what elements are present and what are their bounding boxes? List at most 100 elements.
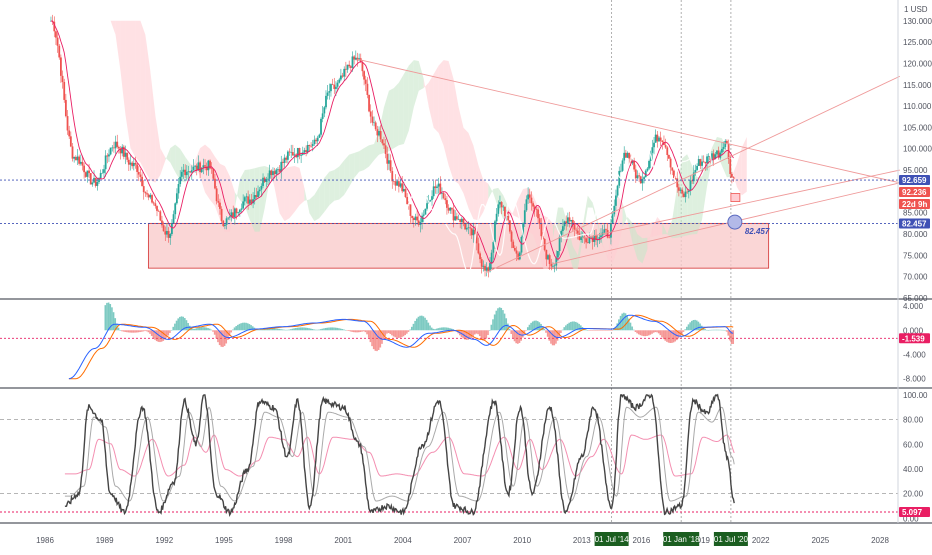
- candle-body: [346, 64, 349, 70]
- cloud-segment: [393, 82, 399, 149]
- macd-histogram-bar: [604, 330, 607, 331]
- candle-body: [515, 250, 518, 254]
- cloud-segment: [314, 186, 320, 222]
- candle-body: [258, 189, 261, 192]
- macd-histogram-bar: [187, 323, 189, 331]
- candle-body: [424, 208, 427, 215]
- macd-histogram-bar: [588, 330, 590, 331]
- cloud-segment: [438, 60, 444, 146]
- macd-histogram-bar: [651, 330, 653, 334]
- candle-body: [354, 57, 357, 60]
- macd-histogram-bar: [404, 330, 406, 336]
- cloud-segment: [239, 170, 245, 207]
- macd-histogram-bar: [584, 329, 587, 331]
- macd-histogram-bar: [222, 330, 224, 348]
- macd-histogram-bar: [152, 330, 155, 339]
- cloud-segment: [299, 167, 305, 206]
- trend-line-3[interactable]: [581, 169, 900, 239]
- candle-body: [78, 156, 81, 164]
- macd-histogram-bar: [613, 329, 615, 331]
- cloud-segment: [383, 90, 389, 153]
- macd-histogram-bar: [227, 330, 229, 340]
- macd-histogram-bar: [223, 330, 226, 346]
- trend-line-0[interactable]: [357, 58, 900, 184]
- macd-histogram-bar: [507, 323, 509, 331]
- macd-histogram-bar: [362, 330, 365, 332]
- macd-histogram-bar: [715, 329, 718, 331]
- price-tag-text: 92.236: [902, 188, 927, 197]
- macd-histogram-bar: [522, 330, 524, 338]
- candle-body: [247, 196, 250, 204]
- candle-body: [565, 221, 568, 223]
- candle-body: [260, 185, 263, 190]
- candle-body: [318, 134, 321, 138]
- candle-body: [653, 142, 655, 148]
- macd-histogram-bar: [530, 322, 532, 331]
- candle-body: [74, 157, 77, 161]
- macd-histogram-bar: [288, 329, 291, 331]
- stochastic-pane[interactable]: [0, 393, 898, 518]
- candle-body: [721, 148, 723, 153]
- macd-histogram-bar: [126, 330, 128, 333]
- target-marker[interactable]: [727, 214, 743, 230]
- macd-histogram-bar: [661, 330, 663, 338]
- candle-body: [598, 237, 601, 240]
- candle-body: [730, 174, 733, 178]
- macd-histogram-bar: [437, 328, 440, 331]
- cloud-segment: [567, 225, 573, 269]
- candle-body: [654, 134, 657, 143]
- macd-histogram-bar: [213, 330, 216, 335]
- macd-histogram-bar: [412, 323, 415, 331]
- macd-histogram-bar: [238, 323, 241, 331]
- price-y-tick-label: 70.000: [903, 273, 928, 282]
- macd-histogram-bar: [303, 327, 305, 331]
- candle-body: [225, 218, 228, 225]
- macd-histogram-bar: [545, 330, 547, 333]
- candle-body: [180, 171, 183, 177]
- macd-histogram-bar: [256, 329, 259, 331]
- candle-body: [383, 143, 385, 146]
- candle-body: [84, 172, 87, 177]
- macd-y-tick-label: 4.000: [903, 302, 924, 311]
- candle-body: [490, 252, 493, 264]
- macd-histogram-bar: [566, 323, 569, 331]
- macd-histogram-bar: [705, 329, 708, 331]
- projection-box[interactable]: [730, 193, 741, 202]
- macd-histogram-bar: [129, 330, 131, 333]
- macd-histogram-bar: [301, 327, 304, 331]
- candle-body: [325, 95, 327, 108]
- candle-body: [441, 193, 443, 194]
- candle-body: [197, 162, 200, 171]
- cloud-segment: [667, 219, 673, 239]
- candle-body: [335, 86, 337, 89]
- candle-body: [691, 180, 694, 182]
- macd-histogram-bar: [669, 330, 672, 344]
- trend-line-1[interactable]: [486, 75, 901, 273]
- candle-body: [131, 162, 134, 167]
- candle-body: [623, 152, 626, 161]
- macd-histogram-bar: [268, 328, 271, 331]
- candle-body: [93, 177, 95, 183]
- price-pane[interactable]: 82.457: [0, 14, 901, 278]
- macd-pane[interactable]: [0, 302, 898, 380]
- candle-body: [436, 186, 438, 188]
- target-annotation: 82.457: [745, 227, 770, 236]
- cloud-segment: [692, 165, 698, 235]
- candle-body: [363, 71, 365, 80]
- candle-body: [232, 212, 235, 218]
- candle-body: [162, 225, 165, 232]
- macd-histogram-bar: [619, 315, 622, 331]
- macd-histogram-bar: [692, 320, 695, 331]
- macd-histogram-bar: [343, 329, 345, 331]
- candle-body: [648, 160, 650, 169]
- macd-histogram-bar: [631, 326, 633, 331]
- candle-body: [651, 147, 654, 153]
- candle-body: [141, 176, 143, 187]
- macd-histogram-bar: [230, 330, 233, 333]
- candle-body: [164, 231, 167, 235]
- macd-histogram-bar: [402, 330, 405, 337]
- macd-histogram-bar: [245, 322, 247, 331]
- cloud-segment: [140, 20, 146, 173]
- candle-body: [570, 219, 573, 222]
